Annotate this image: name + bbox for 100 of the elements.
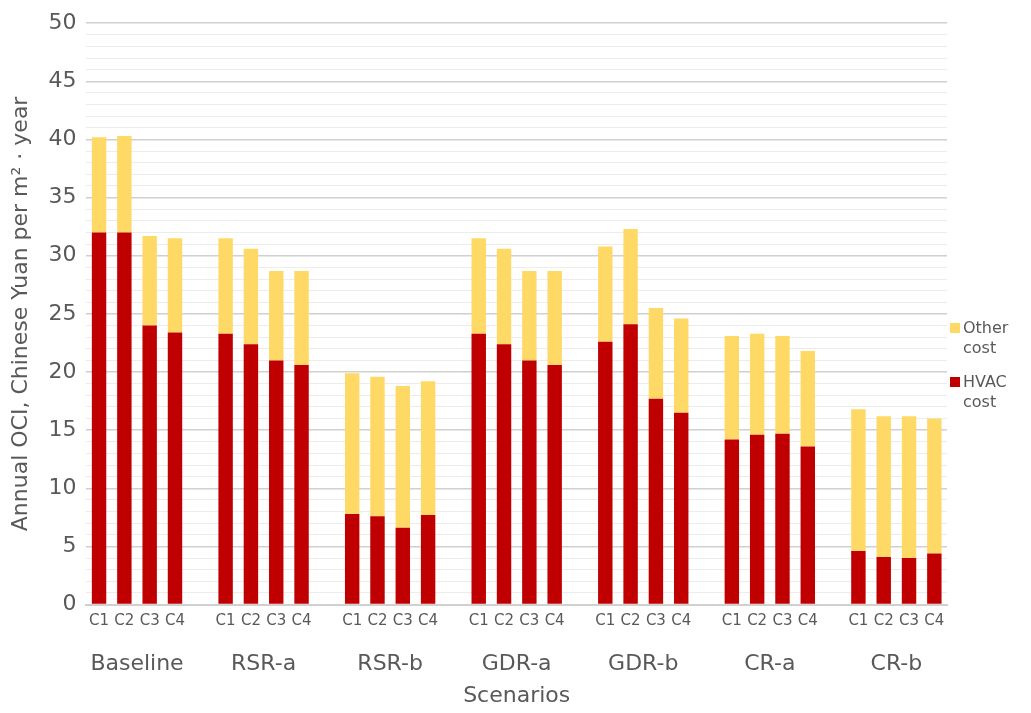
- x-tick-label: C3: [139, 611, 160, 630]
- x-tick-label: C3: [772, 611, 793, 630]
- x-tick-label: C4: [544, 611, 565, 630]
- x-tick-label: C2: [873, 611, 894, 630]
- x-tick-label: C2: [367, 611, 388, 630]
- bar: [218, 238, 233, 334]
- bar: [927, 553, 942, 604]
- bar: [724, 439, 740, 604]
- bar: [91, 232, 107, 604]
- x-tick-label: C3: [519, 611, 540, 630]
- y-tick-label: 25: [48, 299, 77, 325]
- text: Baseline: [90, 650, 184, 676]
- bar: [749, 434, 765, 604]
- bar: [370, 376, 385, 517]
- bar: [876, 556, 891, 604]
- bar: [547, 365, 562, 604]
- x-tick-label: C1: [342, 611, 363, 630]
- text: GDR-b: [608, 650, 679, 676]
- bar: [294, 270, 309, 366]
- bar: [471, 238, 486, 334]
- x-tick-label: C2: [240, 611, 261, 630]
- bar: [420, 381, 436, 516]
- bar: [749, 333, 765, 435]
- x-tick-label: C1: [89, 611, 110, 630]
- bar: [117, 232, 132, 604]
- bar: [775, 433, 790, 604]
- bar: [598, 341, 613, 604]
- bar: [496, 344, 512, 604]
- x-tick-label: C4: [924, 611, 945, 630]
- y-tick-label: 5: [62, 532, 77, 558]
- bar: [395, 527, 411, 604]
- bar: [674, 318, 689, 413]
- text: CR-a: [744, 650, 796, 676]
- bar: [623, 229, 638, 325]
- bar: [522, 360, 537, 604]
- x-tick-label: C1: [848, 611, 869, 630]
- bar: [117, 135, 132, 233]
- y-axis-title: Annual OCI, Chinese Yuan per m² · year: [6, 95, 32, 532]
- text: RSR-a: [231, 650, 297, 676]
- bar: [243, 248, 259, 345]
- x-tick-label: C1: [215, 611, 236, 630]
- bar: [91, 137, 107, 233]
- x-tick-label: C1: [468, 611, 489, 630]
- bar: [167, 332, 183, 604]
- x-tick-label: C4: [797, 611, 818, 630]
- bar: [167, 238, 183, 333]
- y-tick-label: 0: [62, 590, 77, 616]
- y-tick-label: 40: [48, 125, 77, 151]
- text: RSR-b: [357, 650, 423, 676]
- x-tick-label: C4: [418, 611, 439, 630]
- bar: [547, 270, 562, 366]
- x-tick-label: C4: [291, 611, 312, 630]
- x-axis-title: Scenarios: [463, 681, 571, 707]
- bar: [395, 385, 411, 528]
- bar: [724, 335, 740, 440]
- bar: [294, 365, 309, 604]
- y-tick-label: 35: [48, 183, 77, 209]
- bar: [598, 246, 613, 342]
- bar: [522, 270, 537, 361]
- x-tick-label: C3: [899, 611, 920, 630]
- bar: [269, 270, 284, 361]
- bar: [623, 324, 638, 604]
- y-tick-label: 30: [48, 241, 77, 267]
- bar: [851, 409, 866, 552]
- bar: [800, 446, 815, 604]
- bar: [775, 335, 790, 434]
- x-tick-label: C3: [645, 611, 666, 630]
- x-tick-label: C4: [671, 611, 692, 630]
- x-tick-label: C3: [266, 611, 287, 630]
- y-tick-label: 15: [48, 415, 77, 441]
- bar: [800, 351, 815, 447]
- bar: [142, 235, 157, 326]
- x-tick-label: C4: [164, 611, 185, 630]
- bar: [344, 373, 360, 514]
- x-tick-label: C2: [620, 611, 641, 630]
- bar: [243, 344, 259, 604]
- text: GDR-a: [481, 650, 552, 676]
- bar: [496, 248, 512, 345]
- x-tick-label: C1: [721, 611, 742, 630]
- y-tick-label: 20: [48, 357, 77, 383]
- bar: [927, 418, 942, 554]
- y-tick-label: 10: [48, 474, 77, 500]
- x-tick-label: C2: [114, 611, 135, 630]
- text: CR-b: [870, 650, 923, 676]
- x-tick-label: C2: [747, 611, 768, 630]
- bar: [648, 308, 664, 399]
- bar: [471, 333, 486, 604]
- bar: [269, 360, 284, 604]
- bar: [901, 558, 917, 604]
- bar: [851, 551, 866, 604]
- bar: [370, 516, 385, 604]
- x-tick-label: C2: [494, 611, 515, 630]
- bar: [901, 416, 917, 559]
- legend-label: Other cost: [963, 318, 1010, 358]
- bar: [876, 416, 891, 557]
- bar: [648, 398, 664, 604]
- bar: [344, 513, 360, 604]
- legend-label: HVAC cost: [963, 372, 1008, 412]
- y-tick-label: 45: [48, 67, 77, 93]
- bar: [420, 515, 436, 604]
